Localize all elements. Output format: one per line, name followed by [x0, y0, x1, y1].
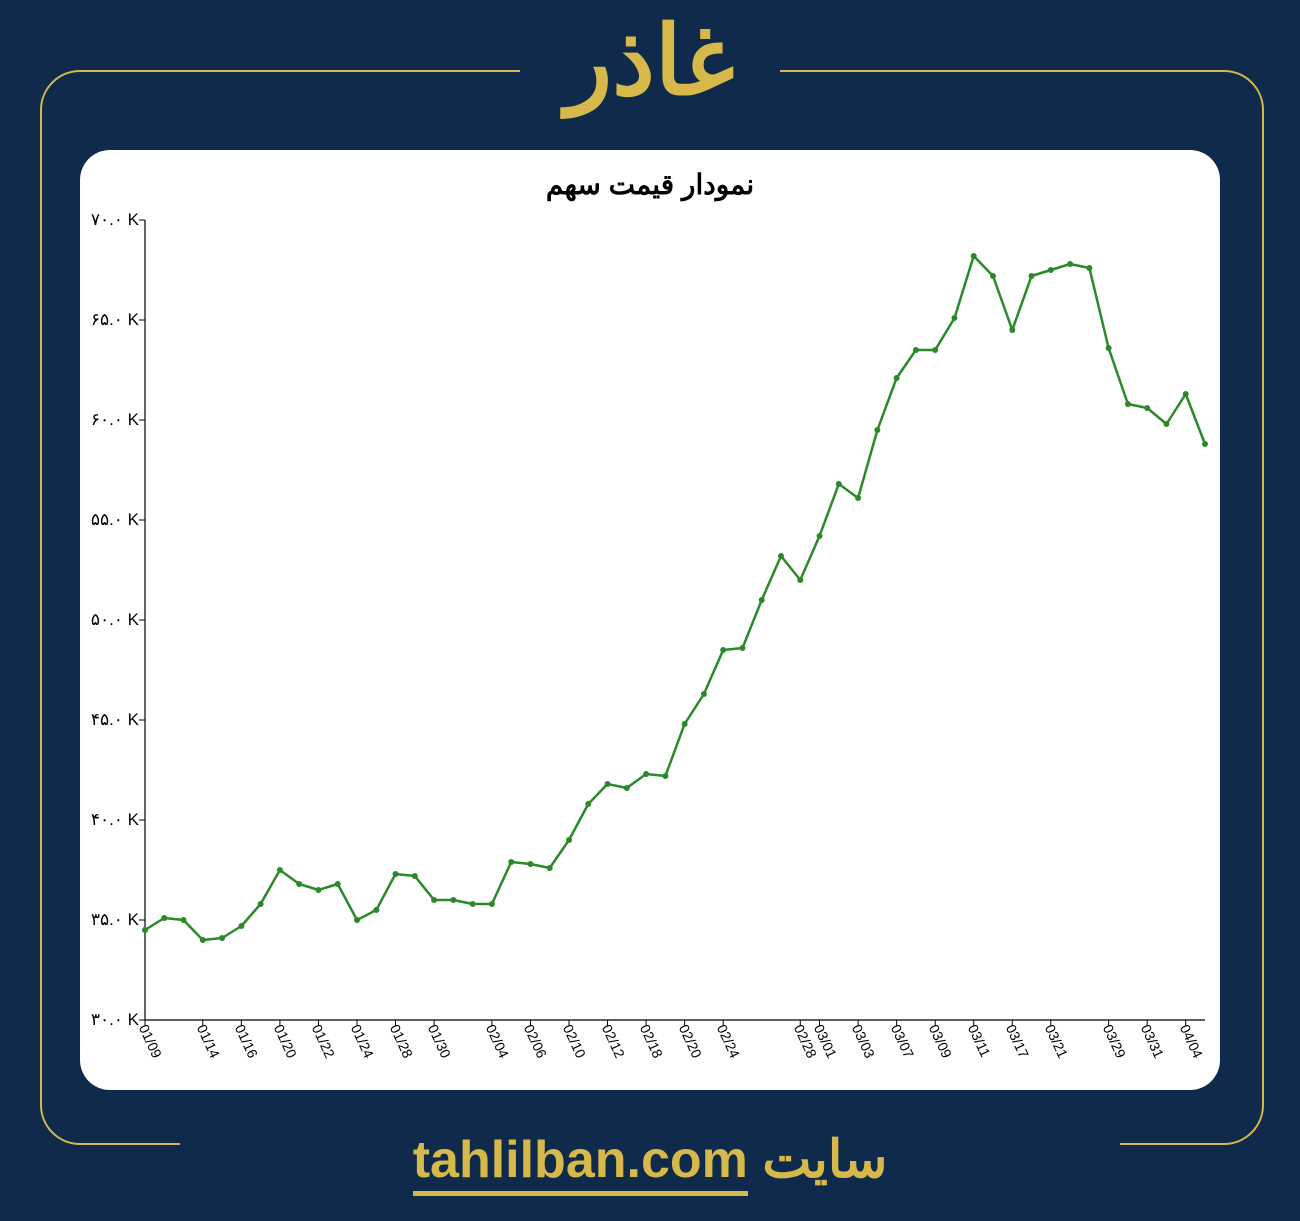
- price-marker: [682, 721, 688, 727]
- page-root: غاذر نمودار قیمت سهم ۳۰.۰ K۳۵.۰ K۴۰.۰ K۴۵.…: [0, 0, 1300, 1221]
- price-marker: [836, 481, 842, 487]
- xtick-label: 02/12: [598, 1022, 627, 1061]
- ytick-label: ۵۰.۰ K: [91, 610, 145, 630]
- price-marker: [585, 801, 591, 807]
- price-marker: [1202, 441, 1208, 447]
- price-marker: [1125, 401, 1131, 407]
- price-marker: [470, 901, 476, 907]
- footer: سایت tahlilban.com: [0, 1130, 1300, 1190]
- price-marker: [874, 427, 880, 433]
- price-marker: [817, 533, 823, 539]
- footer-prefix: سایت: [762, 1131, 887, 1189]
- xtick-label: 02/18: [637, 1022, 666, 1061]
- ytick-label: ۶۵.۰ K: [91, 310, 145, 330]
- price-marker: [1067, 261, 1073, 267]
- ytick-label: ۳۵.۰ K: [91, 910, 145, 930]
- price-marker: [431, 897, 437, 903]
- xtick-label: 03/17: [1003, 1022, 1032, 1061]
- price-marker: [701, 691, 707, 697]
- price-marker: [393, 871, 399, 877]
- price-marker: [932, 347, 938, 353]
- price-marker: [720, 647, 726, 653]
- chart-title: نمودار قیمت سهم: [80, 168, 1220, 201]
- xtick-label: 01/24: [348, 1022, 377, 1061]
- price-marker: [373, 907, 379, 913]
- price-marker: [450, 897, 456, 903]
- price-marker: [1086, 265, 1092, 271]
- price-marker: [739, 645, 745, 651]
- xtick-label: 02/20: [675, 1022, 704, 1061]
- xtick-label: 02/24: [714, 1022, 743, 1061]
- xtick-label: 03/07: [887, 1022, 916, 1061]
- price-marker: [354, 917, 360, 923]
- price-marker: [778, 553, 784, 559]
- xtick-label: 01/09: [136, 1022, 165, 1061]
- price-marker: [990, 273, 996, 279]
- price-marker: [1183, 391, 1189, 397]
- ytick-label: ۴۰.۰ K: [91, 810, 145, 830]
- price-marker: [605, 781, 611, 787]
- price-marker: [277, 867, 283, 873]
- ytick-label: ۵۵.۰ K: [91, 510, 145, 530]
- ytick-label: ۴۵.۰ K: [91, 710, 145, 730]
- xtick-label: 03/11: [965, 1022, 994, 1060]
- price-marker: [412, 873, 418, 879]
- ytick-label: ۶۰.۰ K: [91, 410, 145, 430]
- price-marker: [335, 881, 341, 887]
- price-marker: [1144, 405, 1150, 411]
- price-marker: [643, 771, 649, 777]
- xtick-label: 03/21: [1042, 1022, 1071, 1061]
- ytick-label: ۷۰.۰ K: [91, 210, 145, 230]
- xtick-label: 01/20: [271, 1022, 300, 1061]
- xtick-label: 04/04: [1177, 1022, 1206, 1061]
- price-marker: [894, 375, 900, 381]
- price-marker: [1163, 421, 1169, 427]
- price-marker: [258, 901, 264, 907]
- xtick-label: 01/28: [386, 1022, 415, 1061]
- price-marker: [1048, 267, 1054, 273]
- xtick-label: 02/04: [483, 1022, 512, 1061]
- price-marker: [200, 937, 206, 943]
- price-marker: [489, 901, 495, 907]
- price-marker: [1009, 327, 1015, 333]
- xtick-label: 03/03: [849, 1022, 878, 1061]
- xtick-label: 01/14: [194, 1022, 223, 1061]
- price-marker: [1106, 345, 1112, 351]
- price-marker: [219, 935, 225, 941]
- footer-site-link[interactable]: tahlilban.com: [413, 1131, 748, 1196]
- xtick-label: 01/30: [425, 1022, 454, 1061]
- price-marker: [624, 785, 630, 791]
- price-marker: [296, 881, 302, 887]
- price-marker: [527, 861, 533, 867]
- price-marker: [547, 865, 553, 871]
- price-marker: [759, 597, 765, 603]
- xtick-label: 01/16: [232, 1022, 261, 1061]
- page-title: غاذر: [0, 0, 1300, 125]
- price-marker: [1029, 273, 1035, 279]
- xtick-label: 03/09: [926, 1022, 955, 1061]
- price-marker: [315, 887, 321, 893]
- xtick-label: 02/06: [521, 1022, 550, 1061]
- price-marker: [855, 495, 861, 501]
- xtick-label: 03/29: [1099, 1022, 1128, 1061]
- price-line: [145, 256, 1205, 940]
- price-marker: [238, 923, 244, 929]
- price-marker: [797, 577, 803, 583]
- xtick-label: 03/31: [1138, 1022, 1167, 1061]
- price-marker: [951, 315, 957, 321]
- price-line-chart: [145, 220, 1205, 1020]
- plot-area: ۳۰.۰ K۳۵.۰ K۴۰.۰ K۴۵.۰ K۵۰.۰ K۵۵.۰ K۶۰.۰…: [145, 220, 1205, 1020]
- xtick-label: 01/22: [309, 1022, 338, 1061]
- price-marker: [161, 915, 167, 921]
- price-marker: [566, 837, 572, 843]
- price-marker: [971, 253, 977, 259]
- price-marker: [181, 917, 187, 923]
- xtick-label: 02/10: [560, 1022, 589, 1061]
- price-marker: [662, 773, 668, 779]
- price-marker: [913, 347, 919, 353]
- chart-card: نمودار قیمت سهم ۳۰.۰ K۳۵.۰ K۴۰.۰ K۴۵.۰ K۵…: [80, 150, 1220, 1090]
- price-marker: [508, 859, 514, 865]
